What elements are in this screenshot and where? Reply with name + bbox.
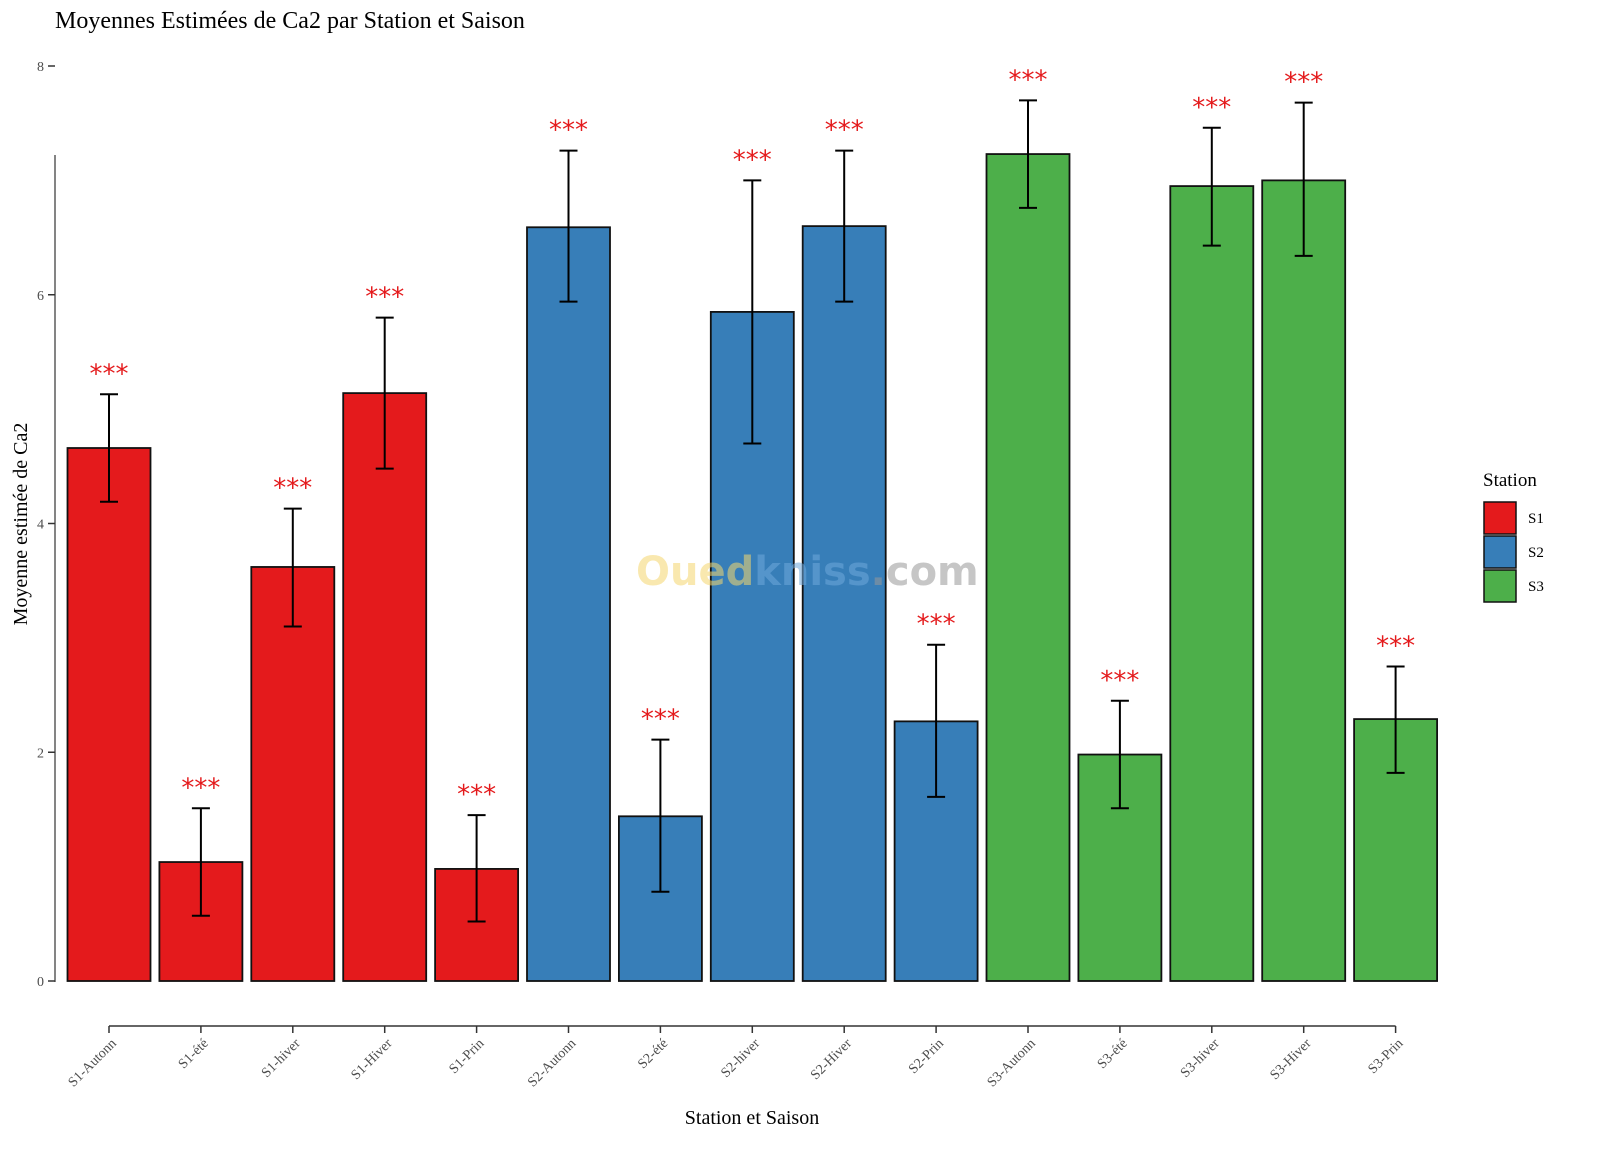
bar-S1-Autonn [66,447,152,982]
x-tick-label: S1-Autonn [66,1036,120,1090]
x-tick-label: S3-Prin [1366,1036,1407,1077]
significance-label: *** [1284,68,1323,98]
significance-label: *** [825,116,864,146]
bar-S1-hiver [250,566,336,982]
watermark-part-1: Oued [636,549,754,595]
error-bar [1294,101,1313,257]
x-tick-label: S2-Prin [906,1036,947,1077]
significance-label: *** [1009,65,1048,95]
x-axis-title: Station et Saison [685,1107,819,1129]
bar-S3-Hiver [1261,179,1347,982]
legend-swatch-S1 [1483,501,1517,535]
bar-S1-Hiver [342,392,428,982]
error-bar [283,507,302,628]
significance-label: *** [641,705,680,735]
bar-S2-Hiver [801,225,887,982]
x-tick-label: S1-hiver [259,1036,304,1081]
watermark-part-2: kniss [754,549,870,595]
y-tick-label: 4 [37,518,44,533]
x-tick-label: S2-Autonn [525,1036,579,1090]
significance-label: *** [273,474,312,504]
x-tick-label: S3-hiver [1178,1036,1223,1081]
x-tick-label: S2-Hiver [808,1036,855,1083]
significance-label: *** [1192,93,1231,123]
x-tick-label: S1-été [176,1036,212,1072]
error-bar [467,814,486,923]
x-tick-label: S1-Hiver [349,1036,396,1083]
y-tick-label: 0 [37,975,44,990]
x-tick-label: S1-Prin [447,1036,488,1077]
legend-label-S2: S2 [1528,545,1544,561]
watermark-part-3: .com [871,549,979,595]
error-bar [1110,699,1129,810]
error-bar [927,643,946,798]
significance-label: *** [1376,631,1415,661]
significance-label: *** [365,283,404,313]
chart-title: Moyennes Estimées de Ca2 par Station et … [55,8,525,34]
bars-group [66,153,1438,982]
bar-S3-Autonn [985,153,1071,982]
y-tick-label: 2 [37,746,44,761]
bar-S2-Autonn [526,226,611,982]
watermark: Ouedkniss.com [636,549,979,595]
error-bar [100,393,118,503]
legend-title: Station [1483,470,1537,491]
significance-label: *** [917,610,956,640]
y-tick-label: 6 [37,289,44,304]
y-axis: 0 2 4 6 8 [37,60,56,990]
legend: Station S1 S2 S3 [1483,470,1544,603]
error-bar [835,149,854,303]
error-bar [191,807,210,917]
y-tick-label: 8 [37,60,44,75]
error-bar [651,738,670,893]
x-axis: S1-Autonn S1-été S1-hiver S1-Hiver S1-Prin S2… [66,1025,1407,1090]
significance-label: *** [457,780,496,810]
significance-label: *** [181,773,220,803]
error-bar [1019,99,1037,209]
x-tick-label: S3-Hiver [1268,1036,1315,1083]
x-tick-label: S3-été [1095,1036,1131,1072]
legend-label-S3: S3 [1528,579,1544,595]
error-bar [1386,665,1405,774]
legend-swatch-S2 [1483,535,1517,569]
bar-S3-hiver [1169,185,1255,982]
significance-label: *** [733,145,772,175]
bar-S2-Prin [893,720,979,982]
significance-label: *** [1100,666,1139,696]
error-bar [559,149,578,303]
significance-label: *** [90,359,129,389]
legend-label-S1: S1 [1528,511,1544,527]
significance-label: *** [549,116,588,146]
error-bar [1202,126,1221,247]
legend-swatch-S3 [1483,569,1517,603]
error-bars-group [100,99,1405,923]
x-tick-label: S3-Autonn [985,1036,1039,1090]
y-axis-title: Moyenne estimée de Ca2 [10,423,32,626]
x-tick-label: S2-hiver [718,1036,763,1081]
x-tick-label: S2-été [635,1036,671,1072]
significance-group: *** *** *** *** *** *** *** *** *** *** *** *** *** *… [90,65,1416,810]
error-bar [375,316,394,470]
error-bar [743,179,762,445]
